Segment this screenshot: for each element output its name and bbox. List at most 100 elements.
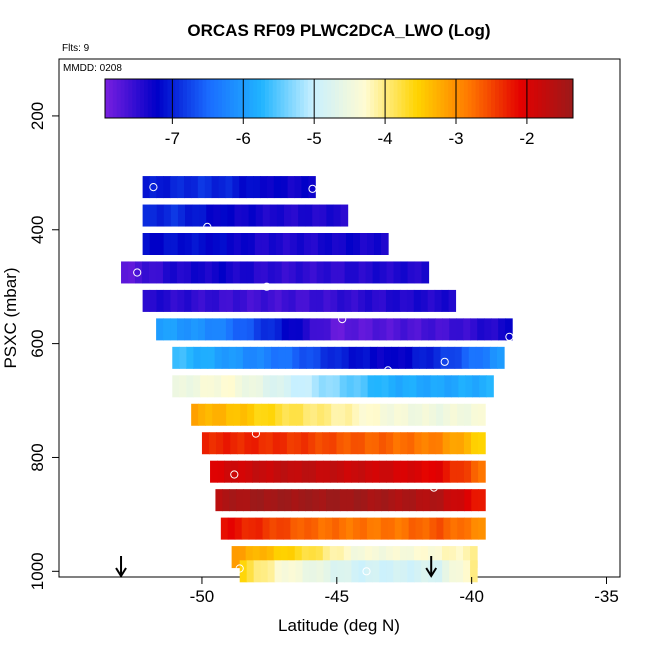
heatmap-cell [360, 375, 369, 398]
heatmap-cell [482, 346, 491, 369]
colorbar-swatch [553, 79, 558, 118]
heatmap-cell [448, 289, 457, 312]
heatmap-cell [289, 233, 298, 255]
heatmap-cell [402, 375, 411, 398]
flight-point [203, 222, 212, 231]
heatmap-cell [305, 204, 313, 227]
heatmap-cell [246, 289, 255, 312]
heatmap-cell [240, 403, 248, 426]
heatmap-cell [254, 233, 263, 255]
heatmap-cell [407, 261, 416, 284]
heatmap-cell [339, 375, 348, 398]
heatmap-cell [450, 517, 458, 540]
heatmap-cell [293, 432, 302, 455]
heatmap-cell [261, 403, 269, 426]
flight-point [505, 332, 514, 341]
heatmap-cell [239, 261, 248, 284]
heatmap-cell [298, 204, 306, 227]
heatmap-cell [246, 318, 255, 341]
heatmap-cell [326, 204, 335, 227]
heatmap-cell [414, 432, 423, 455]
heatmap-cell [253, 176, 261, 199]
heatmap-cell [274, 289, 283, 312]
heatmap-cell [358, 560, 366, 583]
heatmap-cell [379, 261, 388, 284]
heatmap-cell [387, 403, 395, 426]
heatmap-cell [478, 432, 486, 455]
heatmap-cell [210, 460, 218, 483]
heatmap-cell [266, 546, 275, 569]
heatmap-cell [197, 261, 206, 284]
heatmap-cell [215, 489, 223, 512]
heatmap-cell [301, 176, 309, 199]
heatmap-cell [275, 403, 283, 426]
heatmap-cell [372, 560, 380, 583]
heatmap-cell [350, 432, 359, 455]
heatmap-cell [393, 560, 401, 583]
flight-points [133, 183, 514, 576]
heatmap-cell [303, 403, 311, 426]
heatmap-cell [128, 261, 136, 284]
heatmap-cell [365, 289, 373, 312]
heatmap-cell [339, 489, 348, 512]
heatmap-cell [281, 318, 290, 341]
heatmap-cell [259, 546, 268, 569]
heatmap-cell [205, 289, 213, 312]
heatmap-cell [226, 289, 234, 312]
heatmap-cell [458, 375, 466, 398]
heatmap-cell [262, 204, 271, 227]
colorbar-swatch [222, 79, 227, 118]
heatmap-cell [401, 517, 410, 540]
heatmap-cell [429, 403, 437, 426]
heatmap-cell [407, 318, 415, 341]
heatmap-cell [247, 233, 256, 255]
colorbar-swatch [144, 79, 149, 118]
heatmap-cell [248, 517, 257, 540]
heatmap-cell [330, 560, 339, 583]
colorbar-swatch [233, 79, 239, 118]
heatmap-cell [461, 346, 470, 369]
heatmap-cell [367, 375, 376, 398]
heatmap-cell [456, 546, 464, 569]
heatmap-cell [338, 233, 347, 255]
colorbar-swatch [116, 79, 122, 118]
heatmap-cell [179, 375, 187, 398]
heatmap-cell [351, 289, 359, 312]
heatmap-cell [358, 460, 366, 483]
heatmap-cell [219, 403, 227, 426]
heatmap-cell [212, 403, 220, 426]
heatmap-cell [177, 318, 185, 341]
colorbar-tick-label: -7 [165, 129, 180, 148]
colorbar-swatch [257, 79, 262, 118]
heatmap-cell [441, 289, 450, 312]
colorbar-swatch [132, 79, 137, 118]
heatmap-cell [409, 489, 417, 512]
heatmap-cell [449, 560, 457, 583]
heatmap-cell [296, 403, 304, 426]
heatmap-cell [269, 517, 278, 540]
heatmap-cell [365, 261, 374, 284]
heatmap-cell [316, 261, 325, 284]
heatmap-cell [246, 261, 255, 284]
colorbar-swatch [237, 79, 242, 118]
heatmap-cell [400, 261, 409, 284]
heatmap-cell [282, 403, 290, 426]
heatmap-cell [273, 176, 282, 199]
heatmap-cell [322, 432, 330, 455]
heatmap-cell [219, 289, 227, 312]
heatmap-cell [371, 546, 380, 569]
heatmap-cell [372, 318, 381, 341]
heatmap-cell [360, 489, 369, 512]
heatmap-cell [374, 233, 382, 255]
heatmap-cell [346, 517, 354, 540]
colorbar-tick-label: -3 [448, 129, 463, 148]
colorbar-swatch [424, 79, 430, 118]
colorbar-swatch [381, 79, 387, 118]
colorbar-swatch [296, 79, 301, 118]
colorbar-swatch [479, 79, 484, 118]
heatmap-cell [392, 289, 401, 312]
colorbar-swatch [245, 79, 250, 118]
heatmap-cell [256, 375, 264, 398]
heatmap-cell [162, 261, 171, 284]
x-tick-label: -50 [190, 587, 215, 606]
